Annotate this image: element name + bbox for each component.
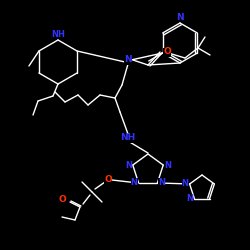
Text: N: N [125, 160, 132, 170]
Text: O: O [104, 176, 112, 184]
Text: N: N [124, 56, 132, 64]
Text: N: N [182, 180, 189, 188]
Text: NH: NH [120, 134, 136, 142]
Text: O: O [58, 196, 66, 204]
Text: O: O [163, 48, 171, 56]
Text: N: N [130, 178, 138, 188]
Text: N: N [158, 178, 166, 188]
Text: N: N [186, 194, 193, 203]
Text: NH: NH [51, 30, 65, 39]
Text: N: N [176, 13, 184, 22]
Text: N: N [164, 160, 171, 170]
